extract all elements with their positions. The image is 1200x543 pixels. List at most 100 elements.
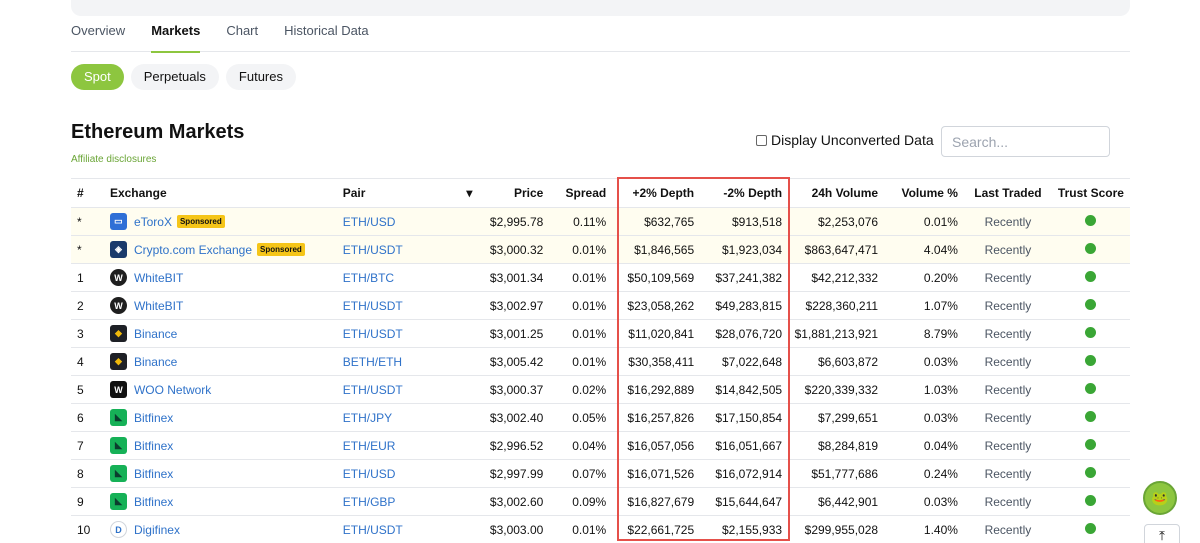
row-exchange[interactable]: W WhiteBIT	[103, 263, 337, 292]
gecko-mascot-icon[interactable]: 🐸	[1143, 481, 1177, 515]
row-pair[interactable]: ETH/USD	[336, 207, 449, 236]
row-exchange[interactable]: D Digifinex	[103, 515, 337, 543]
pill-perpetuals[interactable]: Perpetuals	[130, 64, 219, 90]
row-exchange[interactable]: ▭ eToroX Sponsored	[103, 207, 337, 236]
table-row[interactable]: 3 ◆ Binance ETH/USDT $3,001.25 0.01% $11,020,8…	[71, 319, 1130, 348]
exchange-name-link[interactable]: Binance	[133, 326, 178, 341]
pair-link[interactable]: ETH/GBP	[342, 494, 396, 509]
table-row[interactable]: 1 W WhiteBIT ETH/BTC $3,001.34 0.01% $50,109,5…	[71, 263, 1130, 292]
row-pair[interactable]: ETH/GBP	[336, 487, 449, 516]
table-row[interactable]: 5 W WOO Network ETH/USDT $3,000.37 0.02% $16,2…	[71, 375, 1130, 404]
tab-historical-data[interactable]: Historical Data	[284, 23, 369, 38]
exchange-name-link[interactable]: Digifinex	[133, 522, 180, 537]
table-row[interactable]: 6 ◣ Bitfinex ETH/JPY $3,002.40 0.05% $16,257,8…	[71, 403, 1130, 432]
pair-link[interactable]: ETH/USDT	[342, 326, 403, 341]
exchange-name-link[interactable]: WhiteBIT	[133, 298, 184, 313]
row-spacer	[448, 515, 479, 543]
row-volume-pct: 0.03%	[884, 487, 964, 516]
exchange-logo-icon: ◆	[109, 353, 127, 370]
pair-link[interactable]: ETH/USD	[342, 466, 396, 481]
table-row[interactable]: 4 ◆ Binance BETH/ETH $3,005.42 0.01% $30,358,4…	[71, 347, 1130, 376]
table-row[interactable]: 2 W WhiteBIT ETH/USDT $3,002.97 0.01% $23,058,…	[71, 291, 1130, 320]
pair-link[interactable]: BETH/ETH	[342, 354, 403, 369]
col-trust-score[interactable]: Trust Score	[1051, 178, 1130, 208]
row-pair[interactable]: ETH/USD	[336, 459, 449, 488]
pair-link[interactable]: ETH/USD	[342, 214, 396, 229]
row-exchange[interactable]: ◆ Binance	[103, 347, 337, 376]
exchange-name-link[interactable]: WhiteBIT	[133, 270, 184, 285]
pair-link[interactable]: ETH/USDT	[342, 522, 403, 537]
row-plus-depth: $632,765	[612, 207, 701, 236]
table-row[interactable]: 10 D Digifinex ETH/USDT $3,003.00 0.01% $22,66…	[71, 515, 1130, 543]
row-volume: $2,253,076	[788, 207, 885, 236]
col-pair[interactable]: Pair	[336, 178, 449, 208]
tab-chart[interactable]: Chart	[226, 23, 259, 38]
col-minus-depth[interactable]: -2% Depth	[700, 178, 789, 208]
row-pair[interactable]: ETH/USDT	[336, 235, 449, 264]
row-minus-depth: $14,842,505	[700, 375, 789, 404]
pair-link[interactable]: ETH/JPY	[342, 410, 393, 425]
row-rank: 9	[71, 487, 104, 516]
row-pair[interactable]: BETH/ETH	[336, 347, 449, 376]
pill-spot[interactable]: Spot	[71, 64, 124, 90]
exchange-name-link[interactable]: Binance	[133, 354, 178, 369]
back-to-top-button[interactable]: ⤒	[1144, 524, 1180, 543]
table-row[interactable]: 9 ◣ Bitfinex ETH/GBP $3,002.60 0.09% $16,827,6…	[71, 487, 1130, 516]
row-exchange[interactable]: ◈ Crypto.com Exchange Sponsored	[103, 235, 337, 264]
row-pair[interactable]: ETH/USDT	[336, 375, 449, 404]
exchange-name-link[interactable]: WOO Network	[133, 382, 212, 397]
row-minus-depth: $913,518	[700, 207, 789, 236]
pair-link[interactable]: ETH/USDT	[342, 298, 403, 313]
table-row[interactable]: * ▭ eToroX Sponsored ETH/USD $2,995.78 0.11% $6…	[71, 207, 1130, 236]
search-input[interactable]	[941, 126, 1110, 157]
pair-link[interactable]: ETH/EUR	[342, 438, 396, 453]
sort-indicator-icon[interactable]: ▾	[448, 178, 479, 208]
col-plus-depth[interactable]: +2% Depth	[612, 178, 701, 208]
row-rank: 10	[71, 515, 104, 543]
exchange-name-link[interactable]: Crypto.com Exchange	[133, 242, 252, 257]
unconverted-data-checkbox[interactable]	[756, 134, 767, 146]
table-row[interactable]: 8 ◣ Bitfinex ETH/USD $2,997.99 0.07% $16,071,5…	[71, 459, 1130, 488]
row-minus-depth: $37,241,382	[700, 263, 789, 292]
row-exchange[interactable]: ◆ Binance	[103, 319, 337, 348]
row-pair[interactable]: ETH/JPY	[336, 403, 449, 432]
exchange-name-link[interactable]: eToroX	[133, 214, 172, 229]
row-spread: 0.01%	[549, 291, 613, 320]
row-exchange[interactable]: W WOO Network	[103, 375, 337, 404]
table-row[interactable]: * ◈ Crypto.com Exchange Sponsored ETH/USDT $3…	[71, 235, 1130, 264]
row-exchange[interactable]: ◣ Bitfinex	[103, 403, 337, 432]
row-spread: 0.02%	[549, 375, 613, 404]
row-pair[interactable]: ETH/USDT	[336, 515, 449, 543]
pair-link[interactable]: ETH/USDT	[342, 382, 403, 397]
pair-link[interactable]: ETH/BTC	[342, 270, 395, 285]
col-volume-pct[interactable]: Volume %	[884, 178, 964, 208]
unconverted-data-toggle[interactable]: Display Unconverted Data	[756, 132, 934, 148]
exchange-name-link[interactable]: Bitfinex	[133, 438, 174, 453]
row-exchange[interactable]: W WhiteBIT	[103, 291, 337, 320]
exchange-name-link[interactable]: Bitfinex	[133, 466, 174, 481]
row-rank: 7	[71, 431, 104, 460]
tab-markets[interactable]: Markets	[151, 18, 201, 53]
row-pair[interactable]: ETH/EUR	[336, 431, 449, 460]
col-rank[interactable]: #	[71, 178, 104, 208]
pill-futures[interactable]: Futures	[225, 64, 296, 90]
affiliate-disclosures-link[interactable]: Affiliate disclosures	[71, 154, 157, 165]
row-pair[interactable]: ETH/USDT	[336, 319, 449, 348]
exchange-logo-icon: W	[109, 381, 127, 398]
col-spread[interactable]: Spread	[549, 178, 613, 208]
row-exchange[interactable]: ◣ Bitfinex	[103, 459, 337, 488]
row-exchange[interactable]: ◣ Bitfinex	[103, 431, 337, 460]
col-price[interactable]: Price	[478, 178, 550, 208]
row-pair[interactable]: ETH/BTC	[336, 263, 449, 292]
exchange-name-link[interactable]: Bitfinex	[133, 410, 174, 425]
row-pair[interactable]: ETH/USDT	[336, 291, 449, 320]
table-row[interactable]: 7 ◣ Bitfinex ETH/EUR $2,996.52 0.04% $16,057,0…	[71, 431, 1130, 460]
pair-link[interactable]: ETH/USDT	[342, 242, 403, 257]
row-plus-depth: $30,358,411	[612, 347, 701, 376]
col-volume[interactable]: 24h Volume	[788, 178, 885, 208]
tab-overview[interactable]: Overview	[71, 23, 126, 38]
col-last-traded[interactable]: Last Traded	[963, 178, 1052, 208]
row-exchange[interactable]: ◣ Bitfinex	[103, 487, 337, 516]
col-exchange[interactable]: Exchange	[103, 178, 337, 208]
exchange-name-link[interactable]: Bitfinex	[133, 494, 174, 509]
